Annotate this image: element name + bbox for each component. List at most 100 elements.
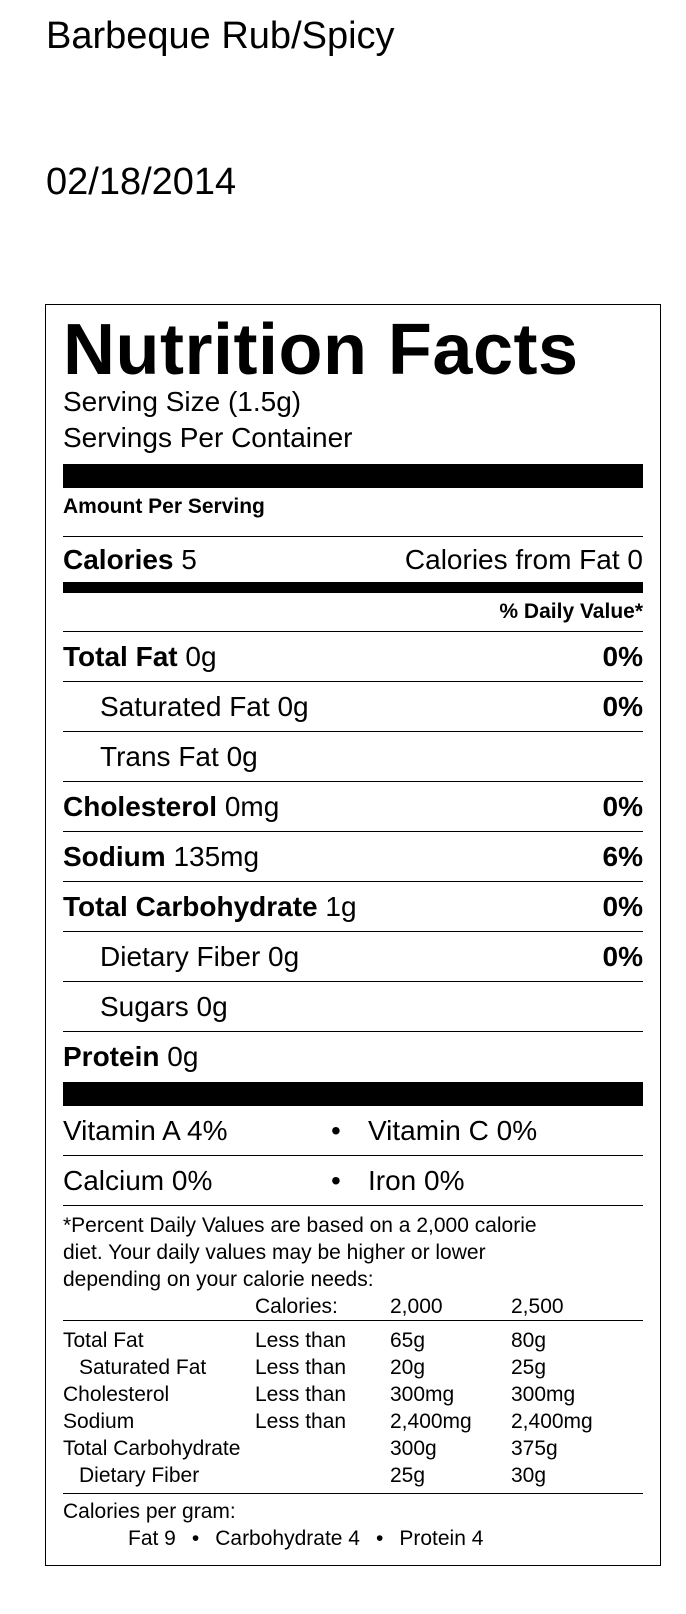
dv-name: Saturated Fat xyxy=(79,1356,207,1379)
nutrient: Protein 0g xyxy=(63,1039,198,1075)
amount-per-serving: Amount Per Serving xyxy=(63,488,643,537)
dv-qualifier: Less than xyxy=(255,1329,347,1352)
bullet: • xyxy=(191,1527,200,1550)
dv-name: Sodium xyxy=(63,1410,135,1433)
vitamin-row: Vitamin A 4% • Vitamin C 0% xyxy=(63,1106,643,1156)
vitamin: Calcium 0% xyxy=(63,1164,213,1196)
nutrient-row: Protein 0g xyxy=(63,1032,643,1082)
nutrient: Cholesterol 0mg xyxy=(63,789,279,825)
dv-value: 300mg xyxy=(390,1383,455,1406)
dv-value: 25g xyxy=(390,1464,426,1487)
nutrient-amount: 0g xyxy=(277,690,309,722)
nutrient-row: Dietary Fiber 0g 0% xyxy=(63,932,643,982)
medium-bar xyxy=(63,582,643,593)
nutrient-amount: 0g xyxy=(268,940,300,972)
nutrient-daily-value: 0% xyxy=(602,890,643,922)
dv-value: 30g xyxy=(511,1464,547,1487)
dv-table-row: Total Carbohydrate 300g 375g xyxy=(63,1435,643,1462)
nutrient-amount: 0g xyxy=(196,990,228,1022)
nutrient: Sugars 0g xyxy=(100,989,228,1025)
vitamin-row: Calcium 0% • Iron 0% xyxy=(63,1156,643,1206)
dv-qualifier: Less than xyxy=(255,1383,347,1406)
calories-from-fat: Calories from Fat 0 xyxy=(404,543,643,575)
nutrient-amount: 135mg xyxy=(173,840,260,872)
nutrient-name: Saturated Fat xyxy=(100,690,270,722)
dv-value: 375g xyxy=(511,1437,558,1460)
dv-value: 300g xyxy=(390,1437,437,1460)
thick-bar xyxy=(63,464,643,488)
nutrition-label: Nutrition Facts Serving Size (1.5g) Servin… xyxy=(45,304,661,1566)
nutrient-name: Dietary Fiber xyxy=(100,940,261,972)
calories-per-gram-item: Carbohydrate 4 xyxy=(215,1527,360,1550)
calories: Calories 5 xyxy=(63,542,197,578)
nutrient-daily-value: 0% xyxy=(602,690,643,722)
nutrient-amount: 0g xyxy=(226,740,258,772)
nutrient-name: Sugars xyxy=(100,990,189,1022)
nutrient-amount: 0g xyxy=(167,1041,199,1072)
dv-value: 80g xyxy=(511,1329,547,1352)
calorie-column: 2,000 xyxy=(390,1295,443,1318)
nutrient-row: Total Fat 0g 0% xyxy=(63,632,643,682)
nutrient-name: Protein xyxy=(63,1041,160,1072)
dv-name: Cholesterol xyxy=(63,1383,170,1406)
nutrient-row: Sugars 0g xyxy=(63,982,643,1032)
dv-table-row: Saturated Fat Less than 20g 25g xyxy=(63,1354,643,1381)
dv-table-row: Dietary Fiber 25g 30g xyxy=(63,1462,643,1489)
footnote-line: diet. Your daily values may be higher or… xyxy=(63,1241,486,1264)
footnote: *Percent Daily Values are based on a 2,0… xyxy=(63,1206,643,1293)
nutrient-row: Cholesterol 0mg 0% xyxy=(63,782,643,832)
dv-value: 65g xyxy=(390,1329,426,1352)
nutrient-name: Trans Fat xyxy=(100,740,219,772)
dv-table-header: Calories: 2,000 2,500 xyxy=(63,1293,643,1321)
vitamin: Vitamin C 0% xyxy=(368,1114,538,1146)
product-name: Barbeque Rub/Spicy xyxy=(46,15,395,57)
nutrient-row: Total Carbohydrate 1g 0% xyxy=(63,882,643,932)
nutrient-daily-value: 0% xyxy=(602,790,643,822)
vitamin: Iron 0% xyxy=(368,1164,465,1196)
servings-per-container: Servings Per Container xyxy=(63,422,353,453)
dv-table-row: Sodium Less than 2,400mg 2,400mg xyxy=(63,1408,643,1435)
nutrient: Trans Fat 0g xyxy=(100,739,258,775)
calories-row: Calories 5 Calories from Fat 0 xyxy=(63,537,643,582)
nutrient-daily-value: 0% xyxy=(602,940,643,972)
nutrient: Total Carbohydrate 1g xyxy=(63,889,357,925)
calorie-column: 2,500 xyxy=(511,1295,564,1318)
calories-per-gram-item: Protein 4 xyxy=(399,1527,484,1550)
nutrient-row: Sodium 135mg 6% xyxy=(63,832,643,882)
dv-name: Total Fat xyxy=(63,1329,144,1352)
date: 02/18/2014 xyxy=(46,161,237,203)
rule xyxy=(63,1489,643,1494)
dv-value: 2,400mg xyxy=(511,1410,593,1433)
nutrient-name: Cholesterol xyxy=(63,790,218,822)
calories-per-gram-items: Fat 9 • Carbohydrate 4 • Protein 4 xyxy=(63,1525,643,1552)
serving-size: Serving Size (1.5g) xyxy=(63,386,302,417)
calories-per-gram-label: Calories per gram: xyxy=(63,1500,236,1523)
calories-heading: Calories: xyxy=(255,1295,338,1318)
dv-name: Total Carbohydrate xyxy=(63,1437,241,1460)
thick-bar xyxy=(63,1082,643,1106)
footnote-line: depending on your calorie needs: xyxy=(63,1268,374,1291)
dv-value: 300mg xyxy=(511,1383,576,1406)
nutrient: Saturated Fat 0g xyxy=(100,689,309,725)
nutrient-name: Total Fat xyxy=(63,640,178,672)
calories-per-gram-item: Fat 9 xyxy=(128,1527,176,1550)
footnote-line: *Percent Daily Values are based on a 2,0… xyxy=(63,1214,537,1237)
nutrient: Sodium 135mg xyxy=(63,839,259,875)
bullet: • xyxy=(375,1527,384,1550)
nutrient-name: Sodium xyxy=(63,840,166,872)
dv-qualifier: Less than xyxy=(255,1410,347,1433)
daily-value-heading: % Daily Value* xyxy=(63,593,643,632)
nutrient-amount: 0g xyxy=(185,640,217,672)
nutrient-name: Total Carbohydrate xyxy=(63,890,318,922)
nutrient-amount: 1g xyxy=(325,890,357,922)
dv-table-row: Total Fat Less than 65g 80g xyxy=(63,1327,643,1354)
nutrient-row: Saturated Fat 0g 0% xyxy=(63,682,643,732)
nutrient-daily-value: 0% xyxy=(602,640,643,672)
nutrient-row: Trans Fat 0g xyxy=(63,732,643,782)
nutrient: Dietary Fiber 0g xyxy=(100,939,299,975)
calories-label: Calories xyxy=(63,543,174,575)
bullet: • xyxy=(331,1114,341,1146)
calories-value: 5 xyxy=(181,543,197,575)
label-title: Nutrition Facts xyxy=(63,310,579,390)
